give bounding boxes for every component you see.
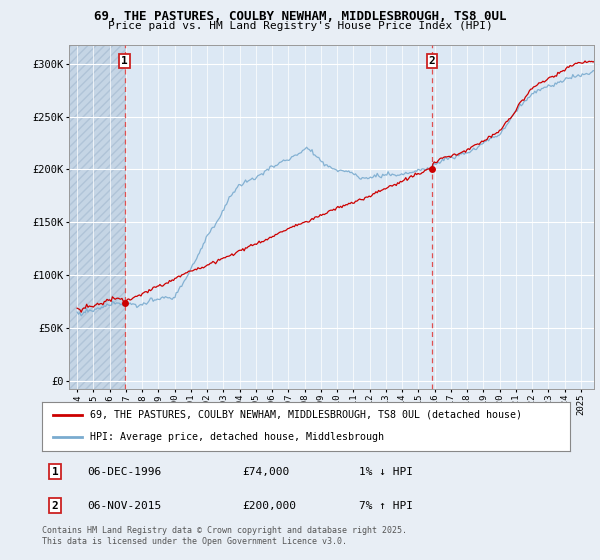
- Text: 1: 1: [121, 55, 128, 66]
- Text: 1: 1: [52, 466, 59, 477]
- Text: 69, THE PASTURES, COULBY NEWHAM, MIDDLESBROUGH, TS8 0UL: 69, THE PASTURES, COULBY NEWHAM, MIDDLES…: [94, 10, 506, 22]
- Text: 2: 2: [52, 501, 59, 511]
- Text: 06-NOV-2015: 06-NOV-2015: [87, 501, 161, 511]
- Text: HPI: Average price, detached house, Middlesbrough: HPI: Average price, detached house, Midd…: [89, 432, 383, 442]
- Text: 2: 2: [428, 55, 436, 66]
- Text: 1% ↓ HPI: 1% ↓ HPI: [359, 466, 413, 477]
- Text: 7% ↑ HPI: 7% ↑ HPI: [359, 501, 413, 511]
- Text: Contains HM Land Registry data © Crown copyright and database right 2025.
This d: Contains HM Land Registry data © Crown c…: [42, 526, 407, 546]
- Text: £200,000: £200,000: [242, 501, 296, 511]
- Text: £74,000: £74,000: [242, 466, 290, 477]
- Text: 69, THE PASTURES, COULBY NEWHAM, MIDDLESBROUGH, TS8 0UL (detached house): 69, THE PASTURES, COULBY NEWHAM, MIDDLES…: [89, 410, 521, 420]
- Bar: [69, 45, 125, 389]
- Text: 06-DEC-1996: 06-DEC-1996: [87, 466, 161, 477]
- Text: Price paid vs. HM Land Registry's House Price Index (HPI): Price paid vs. HM Land Registry's House …: [107, 21, 493, 31]
- Bar: [69, 45, 125, 389]
